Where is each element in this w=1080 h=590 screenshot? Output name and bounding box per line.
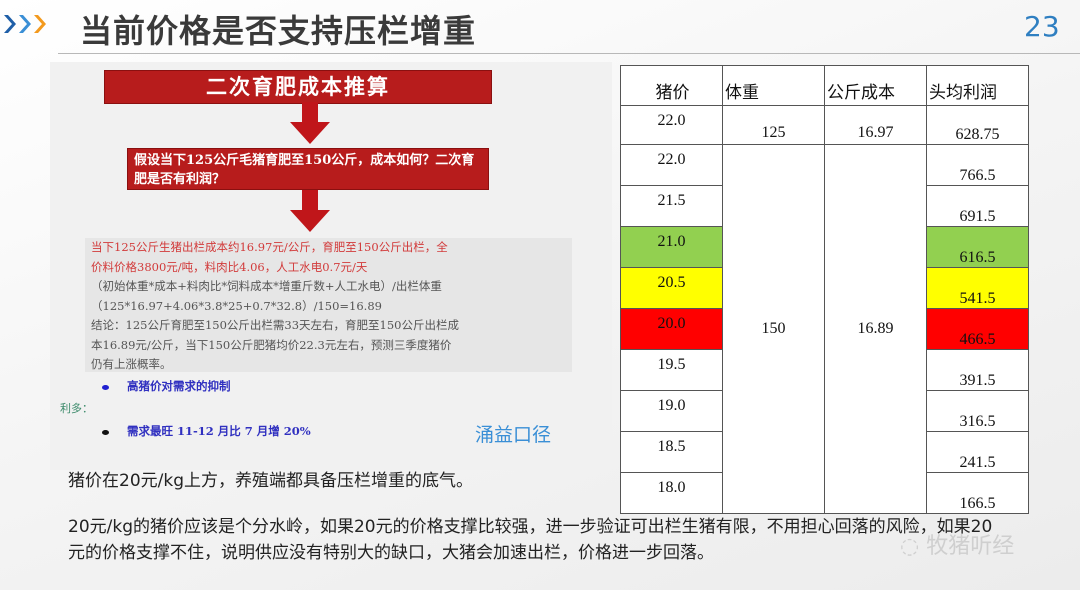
- profit-cell: 466.5: [926, 308, 1029, 350]
- price-cell: 21.5: [620, 185, 723, 227]
- profit-cell: 628.75: [926, 105, 1029, 145]
- table-row: 18.5 241.5: [620, 431, 1029, 473]
- bullet-text: 高猪价对需求的抑制: [127, 379, 231, 393]
- profit-cell: 691.5: [926, 185, 1029, 227]
- bullet-item: 需求最旺 11-12 月比 7 月增 20%: [102, 423, 311, 439]
- paragraph-2: 20元/kg的猪价应该是个分水岭，如果20元的价格支撑比较强，进一步验证可出栏生…: [68, 517, 993, 563]
- watermark: ◌ 牧猪听经: [900, 534, 1015, 559]
- weight-cell: 150: [722, 144, 825, 514]
- profit-cell: 166.5: [926, 472, 1029, 514]
- profit-table: 猪价 体重 公斤成本 头均利润 22.0 125 16.97 628.75 22…: [620, 65, 1029, 514]
- bullet-icon: [102, 384, 109, 390]
- weight-cell: 125: [722, 105, 825, 145]
- calc-line: （125*16.97+4.06*3.8*25+0.7*32.8）/150=16.…: [91, 298, 382, 313]
- lido-label: 利多：: [60, 402, 93, 415]
- bullet-item: 高猪价对需求的抑制: [102, 378, 231, 394]
- price-cell: 22.0: [620, 105, 723, 145]
- price-cell: 18.5: [620, 431, 723, 473]
- profit-cell: 241.5: [926, 431, 1029, 473]
- profit-cell: 391.5: [926, 349, 1029, 391]
- price-cell: 19.0: [620, 390, 723, 432]
- calc-line: 本16.89元/公斤，当下150公斤肥猪均价22.3元左右，预测三季度猪价: [91, 337, 452, 352]
- profit-cell: 766.5: [926, 144, 1029, 186]
- col-header: 体重: [722, 65, 825, 106]
- profit-cell: 616.5: [926, 226, 1029, 268]
- calc-line: 价料价格3800元/吨，料肉比4.06，人工水电0.7元/天: [91, 259, 368, 274]
- down-arrow-icon: [290, 102, 330, 144]
- table-row: 22.0 150 16.89 766.5: [620, 144, 1029, 514]
- table-row: 21.0 616.5: [620, 226, 1029, 268]
- table-row: 19.0 316.5: [620, 390, 1029, 432]
- embedded-slide-image: 二次育肥成本推算 假设当下125公斤毛猪育肥至150公斤，成本如何？二次育肥是否…: [50, 62, 612, 470]
- bullet-icon: [102, 429, 109, 435]
- cost-cell: 16.97: [824, 105, 927, 145]
- table-row: 20.0 466.5: [620, 308, 1029, 350]
- table-row: 22.0 125 16.97 628.75: [620, 105, 1029, 145]
- table-row: 20.5 541.5: [620, 267, 1029, 309]
- page-title: 当前价格是否支持压栏增重: [80, 12, 477, 50]
- price-cell: 22.0: [620, 144, 723, 186]
- question-box: 假设当下125公斤毛猪育肥至150公斤，成本如何？二次育肥是否有利润？: [127, 148, 489, 190]
- price-cell: 18.0: [620, 472, 723, 514]
- table-row: 21.5 691.5: [620, 185, 1029, 227]
- chevron-logo-icon: [4, 15, 46, 33]
- col-header: 公斤成本: [824, 65, 927, 106]
- paragraph-1: 猪价在20元/kg上方，养殖端都具备压栏增重的底气。: [68, 471, 473, 491]
- col-header: 猪价: [620, 65, 723, 106]
- calc-line: 结论：125公斤育肥至150公斤出栏需33天左右，育肥至150公斤出栏成: [91, 318, 459, 332]
- calc-line: 当下125公斤生猪出栏成本约16.97元/公斤，育肥至150公斤出栏，全: [91, 240, 448, 254]
- table-row: 19.5 391.5: [620, 349, 1029, 391]
- price-cell: 19.5: [620, 349, 723, 391]
- price-cell: 20.5: [620, 267, 723, 309]
- bullet-text: 需求最旺 11-12 月比 7 月增 20%: [127, 424, 311, 438]
- profit-cell: 541.5: [926, 267, 1029, 309]
- calculation-text: 当下125公斤生猪出栏成本约16.97元/公斤，育肥至150公斤出栏，全 价料价…: [85, 238, 572, 372]
- cost-title-box: 二次育肥成本推算: [104, 70, 492, 104]
- title-divider: [58, 53, 1080, 54]
- profit-cell: 316.5: [926, 390, 1029, 432]
- calc-line: （初始体重*成本+料肉比*饲料成本*增重斤数+人工水电）/出栏体重: [91, 279, 442, 293]
- source-label: 涌益口径: [475, 424, 552, 446]
- cost-cell: 16.89: [824, 144, 927, 514]
- down-arrow-icon: [290, 190, 330, 232]
- calc-line: 仍有上涨概率。: [91, 357, 172, 371]
- price-cell: 21.0: [620, 226, 723, 268]
- table-row: 18.0 166.5: [620, 472, 1029, 514]
- price-cell: 20.0: [620, 308, 723, 350]
- col-header: 头均利润: [926, 65, 1029, 106]
- page-number: 23: [1024, 10, 1060, 43]
